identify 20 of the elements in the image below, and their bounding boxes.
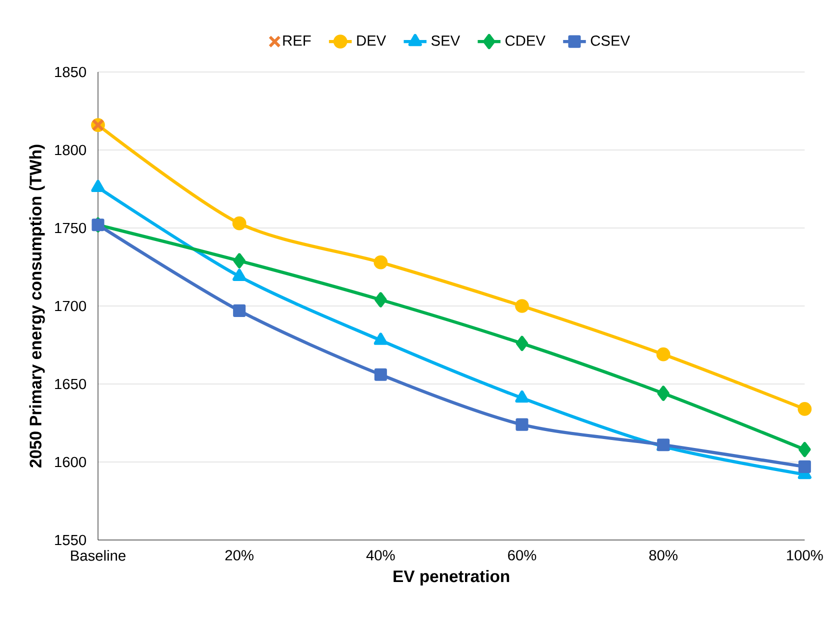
- legend-label: CSEV: [590, 36, 630, 46]
- legend-label: REF: [283, 36, 311, 46]
- x-tick-label: 100%: [787, 550, 823, 561]
- legend-label: CDEV: [506, 36, 546, 46]
- y-tick-label: 1750: [55, 222, 86, 234]
- legend-label: DEV: [357, 36, 386, 46]
- x-tick-label: 20%: [225, 550, 254, 561]
- y-tick-label: 1850: [55, 66, 86, 78]
- y-tick-label: 1550: [55, 534, 86, 546]
- y-tick-label: 1650: [55, 378, 86, 390]
- x-tick-label: Baseline: [71, 550, 126, 561]
- y-axis-title: 2050 Primary energy consumption (TWh): [29, 144, 45, 468]
- x-tick-label: 80%: [649, 550, 678, 561]
- legend-label: SEV: [431, 36, 460, 46]
- x-axis-title: EV penetration: [394, 570, 510, 586]
- x-tick-label: 40%: [366, 550, 395, 561]
- x-tick-label: 60%: [508, 550, 536, 561]
- y-tick-label: 1700: [55, 300, 86, 312]
- y-tick-label: 1600: [55, 456, 86, 468]
- y-tick-label: 1800: [55, 144, 86, 156]
